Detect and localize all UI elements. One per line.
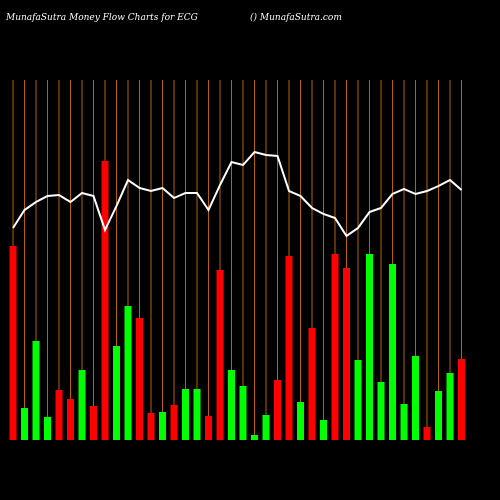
line xyxy=(12,150,463,238)
bar xyxy=(423,427,431,440)
bar xyxy=(400,404,408,440)
chart-subtitle: () MunafaSutra.com xyxy=(250,12,342,23)
bar xyxy=(205,416,212,440)
bar xyxy=(389,264,396,440)
bar xyxy=(297,402,304,440)
bar xyxy=(44,417,51,440)
bar xyxy=(90,406,97,440)
bar xyxy=(193,389,201,440)
bar xyxy=(55,390,63,440)
bar xyxy=(78,370,86,440)
bar xyxy=(320,420,327,440)
bar xyxy=(366,254,373,440)
chart-title: MunafaSutra Money Flow Charts for ECG xyxy=(5,13,198,23)
bar xyxy=(285,256,293,440)
bar xyxy=(101,161,109,440)
bar xyxy=(377,382,385,440)
bar xyxy=(170,405,178,440)
bar xyxy=(216,270,224,440)
bar xyxy=(446,373,454,440)
bar xyxy=(343,268,350,440)
bar xyxy=(274,380,281,440)
bar xyxy=(435,391,442,440)
bar xyxy=(354,360,362,440)
bar xyxy=(182,389,189,440)
bar xyxy=(124,306,132,440)
bar xyxy=(308,328,316,440)
bar xyxy=(9,246,17,440)
bar xyxy=(228,370,235,440)
bar xyxy=(412,356,419,440)
bar xyxy=(21,408,28,440)
bar xyxy=(67,399,74,440)
bar xyxy=(458,359,465,440)
bar xyxy=(239,386,247,440)
bar xyxy=(159,412,166,440)
bar xyxy=(251,435,258,440)
bar xyxy=(113,346,120,440)
bar xyxy=(331,254,339,440)
bar xyxy=(32,341,40,440)
bar xyxy=(136,318,143,440)
bar xyxy=(262,415,270,440)
bar xyxy=(147,413,155,440)
